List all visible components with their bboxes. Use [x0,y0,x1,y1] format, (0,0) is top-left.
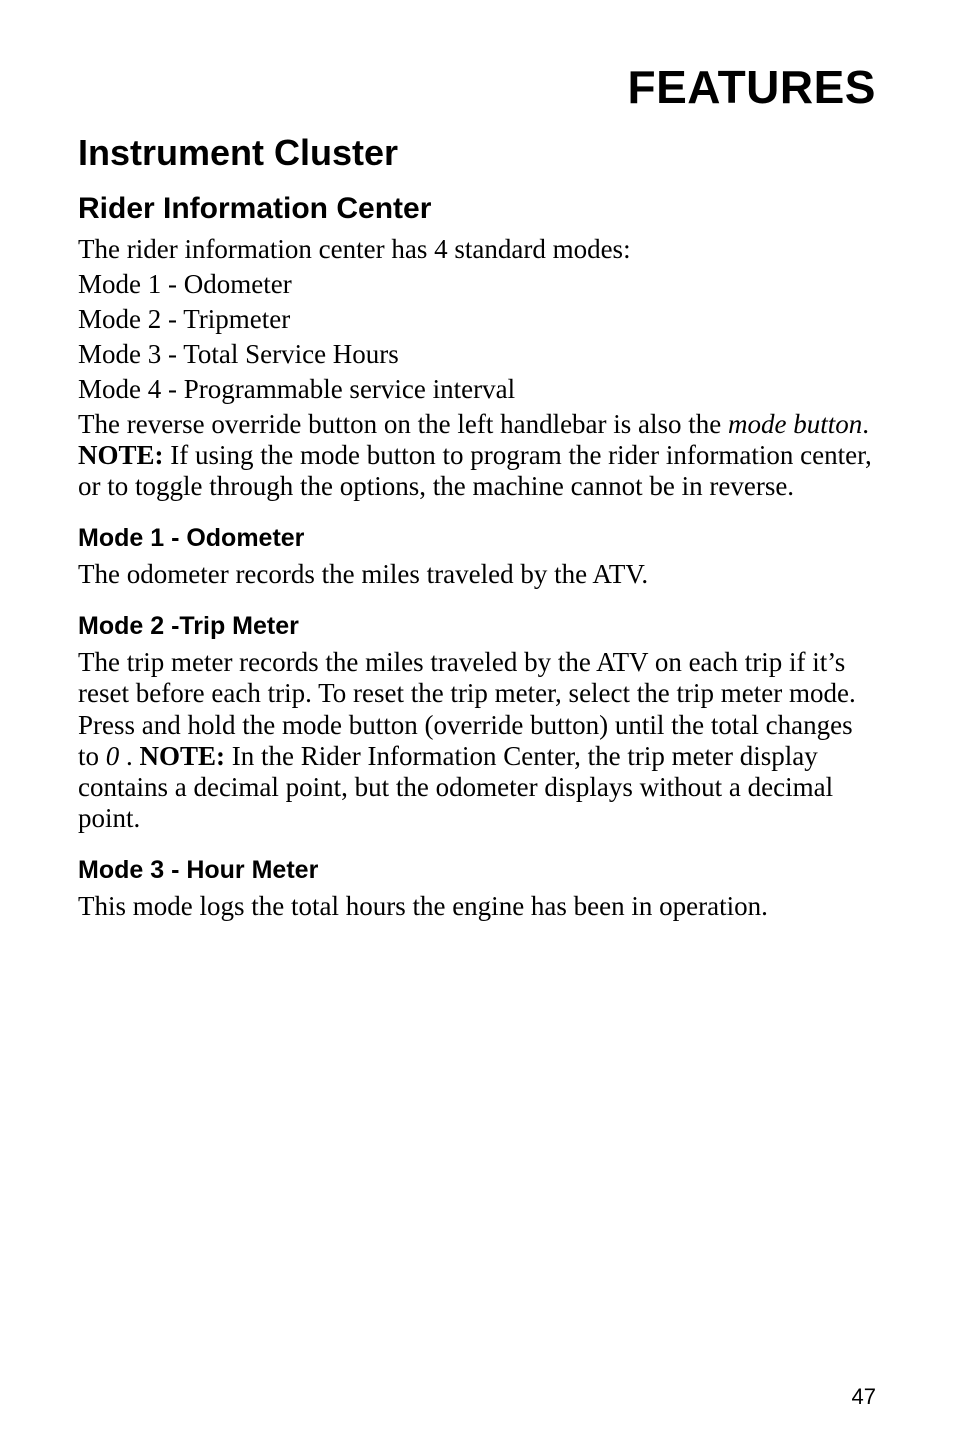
override-italic: mode button [728,409,862,439]
override-pre: The reverse override button on the left … [78,409,728,439]
override-mid: . [862,409,869,439]
mode2-heading: Mode 2 -Trip Meter [78,612,876,641]
mode2-mid: . [119,741,139,771]
mode2-body: The trip meter records the miles travele… [78,647,876,833]
mode-list-item: Mode 1 - Odometer [78,269,876,300]
override-bold: NOTE: [78,440,164,470]
mode2-italic: 0 [106,741,120,771]
page: FEATURES Instrument Cluster Rider Inform… [0,0,954,1454]
mode-list-item: Mode 4 - Programmable service interval [78,374,876,405]
intro-text: The rider information center has 4 stand… [78,234,876,265]
override-note: The reverse override button on the left … [78,409,876,502]
section-heading: Instrument Cluster [78,132,876,174]
mode3-heading: Mode 3 - Hour Meter [78,856,876,885]
override-post: If using the mode button to program the … [78,440,872,501]
mode1-body: The odometer records the miles traveled … [78,559,876,590]
subsection-heading: Rider Information Center [78,192,876,226]
mode2-bold: NOTE: [140,741,226,771]
mode-list-item: Mode 2 - Tripmeter [78,304,876,335]
document-title: FEATURES [78,60,876,114]
mode-list-item: Mode 3 - Total Service Hours [78,339,876,370]
page-number: 47 [852,1384,876,1410]
mode1-heading: Mode 1 - Odometer [78,524,876,553]
mode3-body: This mode logs the total hours the engin… [78,891,876,922]
